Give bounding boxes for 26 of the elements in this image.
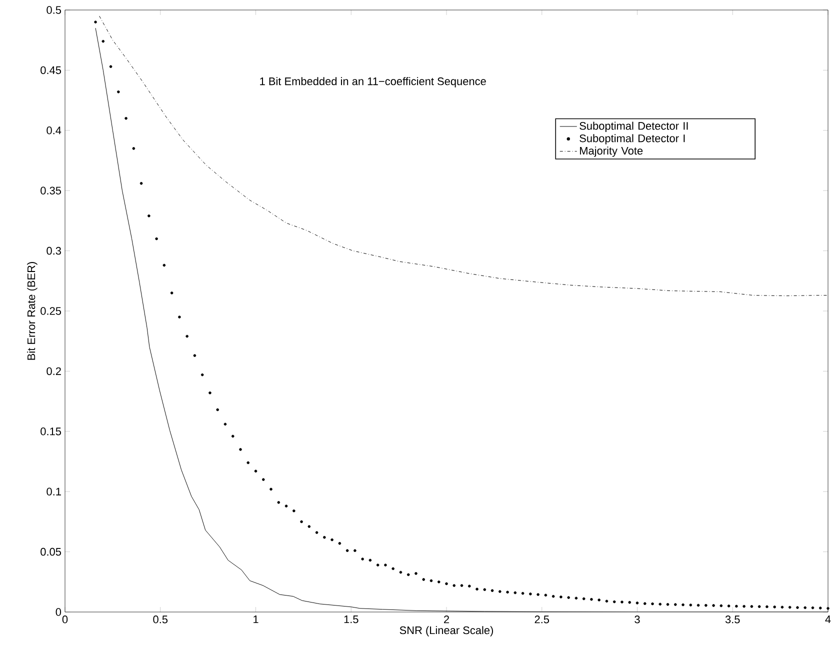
annotation: 1 Bit Embedded in an 11−coefficient Sequence	[260, 77, 486, 88]
y-axis-title: Bit Error Rate (BER)	[27, 262, 38, 360]
y-tick-label: 0.05	[40, 548, 62, 556]
x-axis-title: SNR (Linear Scale)	[400, 626, 493, 636]
y-tick-label: 0.5	[46, 6, 62, 14]
x-tick-label: 0	[62, 616, 68, 624]
x-tick-label: 2.5	[534, 616, 550, 624]
x-tick-label: 0.5	[153, 616, 168, 624]
legend-label: Majority Vote	[580, 146, 643, 157]
y-tick-label: 0.15	[40, 428, 62, 436]
x-tick-label: 1	[254, 616, 258, 624]
y-tick-label: 0	[56, 608, 62, 616]
y-tick-label: 0.3	[46, 246, 61, 255]
y-tick-label: 0.45	[40, 66, 62, 74]
x-tick-label: 4	[825, 616, 831, 624]
y-tick-label: 0.35	[40, 186, 62, 194]
y-tick-label: 0.4	[46, 126, 62, 134]
y-tick-label: 0.25	[40, 307, 62, 315]
x-tick-label: 2	[444, 616, 450, 624]
x-tick-label: 3	[634, 616, 640, 624]
x-tick-label: 1.5	[344, 616, 358, 624]
legend-label: Suboptimal Detector I	[580, 134, 685, 144]
y-tick-label: 0.1	[46, 488, 61, 496]
y-tick-label: 0.2	[46, 367, 61, 376]
x-tick-label: 3.5	[725, 616, 740, 624]
legend-label: Suboptimal Detector II	[580, 122, 688, 132]
